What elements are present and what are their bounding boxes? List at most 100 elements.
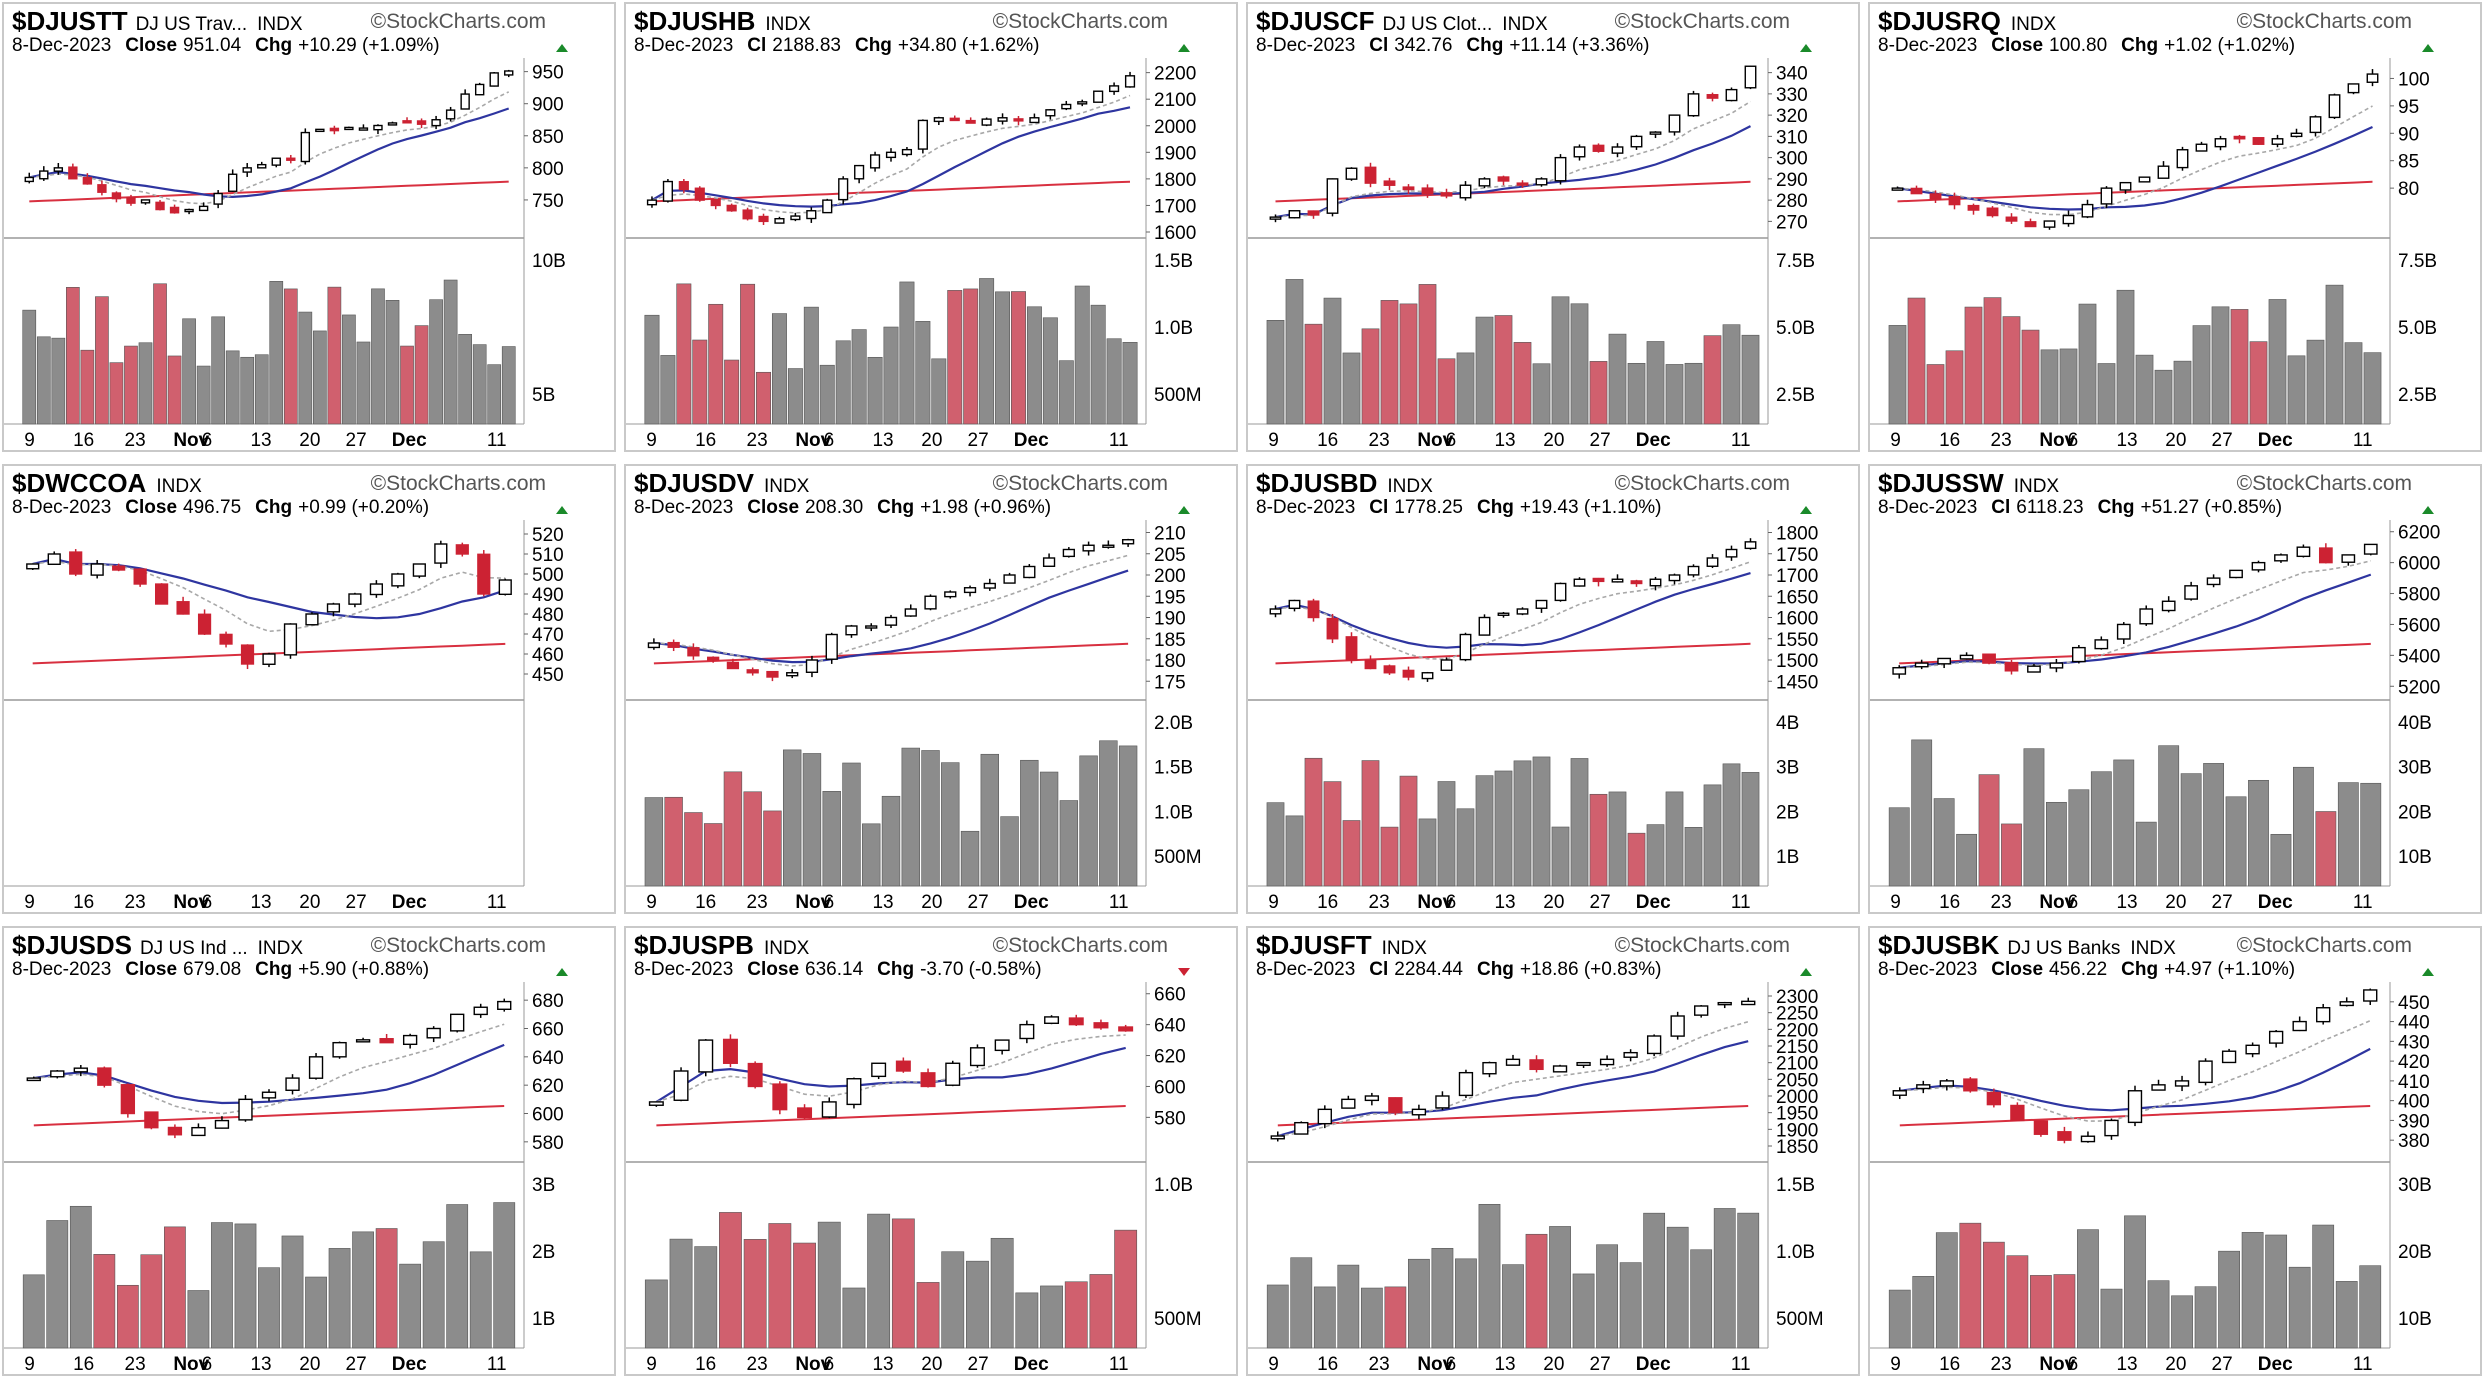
candle (1077, 99, 1088, 107)
volume-bar (1106, 338, 1122, 425)
volume-bar (305, 1276, 327, 1349)
x-tick-label: 11 (2353, 892, 2373, 913)
candle (283, 623, 298, 659)
candle (1029, 113, 1040, 124)
volume-bar (400, 345, 414, 425)
volume-bar (313, 330, 327, 425)
candle (1093, 90, 1104, 103)
y-tick-label: 2100 (1154, 90, 1196, 111)
ema-line (651, 94, 1131, 214)
chart-panel-djuspb[interactable]: $DJUSPB INDX ©StockCharts.com 8-Dec-2023 Clo… (624, 926, 1238, 1376)
candle (1023, 564, 1036, 579)
x-tick-label: 9 (1268, 892, 1279, 913)
chart-panel-djusbk[interactable]: $DJUSBK DJ US Banks INDX ©StockCharts.com 8-… (1868, 926, 2482, 1376)
chart-panel-dwccoa[interactable]: $DWCCOA INDX ©StockCharts.com 8-Dec-2023 Clo… (2, 464, 616, 914)
x-tick-label: Nov (795, 892, 831, 913)
up-arrow-icon (1800, 44, 1812, 52)
chart-panel-djusbd[interactable]: $DJUSBD INDX ©StockCharts.com 8-Dec-2023 Cl 1… (1246, 464, 1860, 914)
chart-panel-djussw[interactable]: $DJUSSW INDX ©StockCharts.com 8-Dec-2023 Cl 6… (1868, 464, 2482, 914)
y-tick-label: 1950 (1776, 1104, 1818, 1125)
candle (450, 1013, 465, 1033)
candle (240, 644, 255, 670)
x-tick-label: 20 (921, 1354, 942, 1375)
chart-header: $DJUSBD INDX ©StockCharts.com 8-Dec-2023 Cl 1… (1256, 468, 1850, 520)
volume-bar (1589, 361, 1608, 425)
volume-bar (1020, 759, 1039, 887)
x-tick-label: 16 (1317, 1354, 1338, 1375)
candle (1725, 87, 1738, 102)
volume-bar (644, 314, 660, 425)
volume-bar (2241, 1232, 2264, 1349)
candle (1937, 657, 1952, 669)
volume-bar (2124, 1215, 2146, 1349)
candle (1118, 1024, 1134, 1032)
volume-bar (1713, 1208, 1736, 1349)
candle (969, 1044, 985, 1068)
price-line: 8-Dec-2023 Close 496.75 Chg +0.99 (+0.20%) (12, 497, 429, 519)
volume-bar (1888, 1289, 1911, 1349)
volume-bar (211, 316, 225, 425)
ema-line (1275, 100, 1751, 218)
volume-tick-label: 1B (532, 1309, 555, 1330)
chart-panel-djusds[interactable]: $DJUSDS DJ US Ind ... INDX ©StockCharts.com… (2, 926, 616, 1376)
copyright-icon: © (992, 472, 1009, 495)
volume-bar (140, 1254, 163, 1349)
symbol: $DJUSCF (1256, 6, 1375, 36)
candle (865, 623, 878, 632)
volume-bar (66, 287, 80, 425)
copyright-icon: © (2236, 10, 2253, 33)
volume-bar (1015, 1292, 1039, 1349)
candle (1892, 665, 1907, 679)
volume-bar (1983, 297, 2002, 425)
y-tick-label: 410 (2398, 1072, 2430, 1093)
volume-bar (2315, 811, 2337, 887)
volume-tick-label: 1.5B (1154, 251, 1193, 272)
candle (825, 632, 838, 664)
chart-panel-djusdv[interactable]: $DJUSDV INDX ©StockCharts.com 8-Dec-2023 Clo… (624, 464, 1238, 914)
chart-panel-djusft[interactable]: $DJUSFT INDX ©StockCharts.com 8-Dec-2023 Cl 2… (1246, 926, 1860, 1376)
volume-bar (1399, 303, 1418, 425)
volume-bar (2006, 1255, 2029, 1349)
volume-bar (1304, 757, 1323, 887)
candle (965, 117, 976, 124)
y-tick-label: 1500 (1776, 651, 1818, 672)
watermark: ©StockCharts.com (1615, 934, 1790, 958)
volume-bar (724, 359, 740, 425)
sma50-line (651, 106, 1131, 208)
volume-bar (167, 355, 182, 425)
close-value: 208.30 (805, 497, 864, 518)
x-tick-label: 13 (1494, 1354, 1515, 1375)
volume-bar (2154, 369, 2173, 425)
close-label: Cl (1369, 959, 1389, 980)
chg-label: Chg (1476, 497, 1514, 518)
chart-panel-djuscf[interactable]: $DJUSCF DJ US Clot... INDX ©StockCharts.com… (1246, 2, 1860, 452)
close-value: 1778.25 (1394, 497, 1463, 518)
y-tick-label: 1700 (1154, 196, 1196, 217)
symbol: $DJUSRQ (1878, 6, 2001, 36)
chart-panel-djusrq[interactable]: $DJUSRQ INDX ©StockCharts.com 8-Dec-2023 Clo… (1868, 2, 2482, 452)
volume-bar (891, 1218, 915, 1349)
candle (1963, 1077, 1978, 1093)
volume-bar (803, 306, 819, 425)
volume-bar (2325, 284, 2344, 425)
volume-tick-label: 20B (2398, 1242, 2432, 1263)
y-tick-label: 460 (532, 645, 564, 666)
y-tick-label: 85 (2398, 152, 2419, 173)
chg-label: Chg (1476, 959, 1514, 980)
chart-header: $DJUSTT DJ US Trav... INDX ©StockCharts.com… (12, 6, 606, 58)
chart-panel-djustt[interactable]: $DJUSTT DJ US Trav... INDX ©StockCharts.com… (2, 2, 616, 452)
volume-bar (1665, 791, 1684, 887)
chart-svg: 2200 2100 2000 1900 1800 1700 1600 1.5B 1.0B 500M… (626, 58, 1202, 451)
x-tick-label: Dec (1636, 1354, 1671, 1375)
volume-bar (2180, 773, 2202, 887)
candle (772, 1081, 788, 1115)
candle (945, 1060, 961, 1087)
volume-bar (1888, 325, 1907, 425)
candle (387, 121, 398, 126)
volume-tick-label: 500M (1154, 847, 1202, 868)
candle (191, 1123, 206, 1137)
candle (1959, 652, 1974, 660)
candle (1892, 1087, 1907, 1100)
chart-panel-djushb[interactable]: $DJUSHB INDX ©StockCharts.com 8-Dec-2023 Cl 2… (624, 2, 1238, 452)
